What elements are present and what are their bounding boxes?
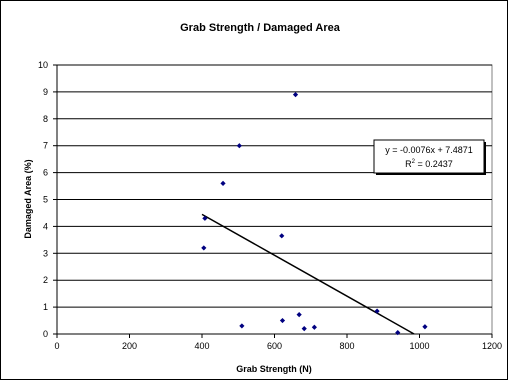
r-squared-sup: 2 xyxy=(412,159,416,165)
data-point xyxy=(422,324,428,330)
equation-box-shadow xyxy=(376,173,486,175)
trend-equation: y = -0.0076x + 7.4871 xyxy=(385,145,473,155)
y-tick-label: 10 xyxy=(38,60,48,70)
r-squared-value: = 0.2437 xyxy=(415,159,453,169)
data-point xyxy=(292,91,299,98)
y-tick-label: 2 xyxy=(43,275,48,285)
y-tick-label: 9 xyxy=(43,87,48,97)
equation-box xyxy=(373,139,485,174)
x-tick-label: 400 xyxy=(194,341,209,351)
r-squared-base: R xyxy=(405,159,412,169)
data-point xyxy=(201,245,207,251)
y-tick-label: 1 xyxy=(43,302,48,312)
data-point xyxy=(236,143,242,149)
y-tick-label: 4 xyxy=(43,221,48,231)
x-tick-label: 600 xyxy=(267,341,282,351)
x-tick-label: 800 xyxy=(339,341,354,351)
data-point xyxy=(301,326,307,332)
x-tick-label: 0 xyxy=(54,341,59,351)
data-point xyxy=(202,215,208,221)
y-tick-label: 0 xyxy=(43,329,48,339)
data-point xyxy=(220,180,226,186)
data-point xyxy=(296,312,302,318)
y-tick-label: 7 xyxy=(43,141,48,151)
x-axis-label: Grab Strength (N) xyxy=(236,364,312,374)
trendline xyxy=(201,213,415,335)
y-axis-label: Damaged Area (%) xyxy=(23,159,33,238)
data-point xyxy=(395,330,401,336)
data-point xyxy=(239,323,245,329)
y-tick-label: 3 xyxy=(43,248,48,258)
r-squared: R2 = 0.2437 xyxy=(405,159,453,169)
data-point xyxy=(374,308,380,314)
data-point xyxy=(279,233,285,239)
y-tick-label: 5 xyxy=(43,195,48,205)
y-tick-label: 6 xyxy=(43,168,48,178)
y-tick-label: 8 xyxy=(43,114,48,124)
data-point xyxy=(279,317,286,324)
x-tick-label: 1000 xyxy=(409,341,429,351)
x-tick-label: 1200 xyxy=(482,341,502,351)
equation-box-shadow-right xyxy=(484,142,486,175)
data-point xyxy=(311,324,317,330)
x-tick-label: 200 xyxy=(122,341,137,351)
chart-title: Grab Strength / Damaged Area xyxy=(180,22,341,34)
